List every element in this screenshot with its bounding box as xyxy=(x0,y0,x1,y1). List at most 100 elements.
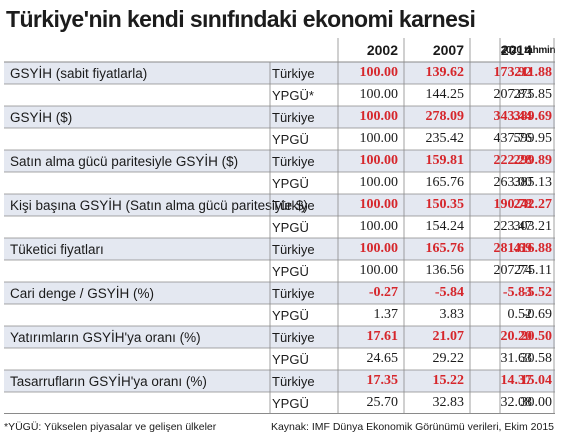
value-cell: 173.92 xyxy=(493,65,533,80)
table-row-ypgu: YPGÜ 1.37 3.83 0.52 -0.69 xyxy=(4,304,555,326)
table-row-ypgu: YPGÜ 100.00 154.24 223.47 303.21 xyxy=(4,216,555,238)
value-cell: 100.00 xyxy=(359,153,399,168)
value-cell: 303.21 xyxy=(513,219,553,234)
value-cell: 207.83 xyxy=(493,87,533,102)
table-row-turkey: Tüketici fiyatları Türkiye 100.00 165.76 281… xyxy=(4,238,555,260)
table-row-turkey: Satın alma gücü paritesiyle GSYİH ($) Tür… xyxy=(4,150,555,172)
value-cell: 100.00 xyxy=(359,65,399,80)
indicator-label: Satın alma gücü paritesiyle GSYİH ($) xyxy=(10,153,239,169)
country-label: Türkiye xyxy=(272,65,315,81)
value-cell: 385.13 xyxy=(513,175,553,190)
indicator-label: Cari denge / GSYİH (%) xyxy=(10,285,155,301)
value-cell: 275.85 xyxy=(513,87,553,102)
country-label: YPGÜ xyxy=(272,131,309,147)
value-cell: 136.56 xyxy=(425,263,465,278)
value-cell: 100.00 xyxy=(359,131,399,146)
value-cell: 30.00 xyxy=(520,395,553,410)
value-cell: 1.37 xyxy=(373,307,399,322)
table-row-turkey: Cari denge / GSYİH (%) Türkiye -0.27 -5.84 -… xyxy=(4,282,555,304)
country-label: YPGÜ xyxy=(272,263,309,279)
table-row-turkey: Tasarrufların GSYİH'ya oranı (%) Türkiye 1… xyxy=(4,370,555,392)
value-cell: 100.00 xyxy=(359,87,399,102)
country-label: YPGÜ xyxy=(272,351,309,367)
value-cell: 159.81 xyxy=(425,153,465,168)
value-cell: -0.69 xyxy=(522,307,552,322)
value-cell: -5.84 xyxy=(434,285,464,300)
value-cell: 165.76 xyxy=(425,175,465,190)
value-cell: 389.69 xyxy=(513,109,553,124)
country-label: YPGÜ xyxy=(272,175,309,191)
value-cell: -5.83 xyxy=(502,285,532,300)
source-note: Kaynak: IMF Dünya Ekonomik Görünümü veri… xyxy=(270,421,554,433)
country-label: YPGÜ xyxy=(272,219,309,235)
value-cell: 235.42 xyxy=(425,131,465,146)
table-row-turkey: GSYİH (sabit fiyatlarla) Türkiye 100.00 139… xyxy=(4,62,555,84)
country-label: YPGÜ* xyxy=(272,87,314,103)
value-cell: 29.22 xyxy=(432,351,465,366)
value-cell: 24.65 xyxy=(366,351,399,366)
value-cell: 100.00 xyxy=(359,219,399,234)
value-cell: 100.00 xyxy=(359,175,399,190)
page-title: Türkiye'nin kendi sınıfındaki ekonomi ka… xyxy=(6,6,476,32)
indicator-label: Tüketici fiyatları xyxy=(10,241,104,257)
value-cell: 223.47 xyxy=(493,219,533,234)
country-label: YPGÜ xyxy=(272,307,309,323)
value-cell: 299.89 xyxy=(513,153,553,168)
value-cell: 263.00 xyxy=(493,175,533,190)
indicator-label: GSYİH (sabit fiyatlarla) xyxy=(10,65,148,81)
value-cell: 150.35 xyxy=(425,197,465,212)
value-cell: 278.09 xyxy=(425,109,465,124)
table-row-ypgu: YPGÜ 100.00 136.56 207.74 275.11 xyxy=(4,260,555,282)
column-header-2002: 2002 xyxy=(366,42,398,58)
value-cell: 416.88 xyxy=(513,241,553,256)
column-header-2020: 2020 tahmin xyxy=(500,44,556,56)
indicator-label: Tasarrufların GSYİH'ya oranı (%) xyxy=(10,373,207,389)
value-cell: -5.52 xyxy=(522,285,552,300)
value-cell: 100.00 xyxy=(359,109,399,124)
value-cell: 20.50 xyxy=(520,329,553,344)
value-cell: 211.88 xyxy=(514,65,552,80)
indicator-label: Kişi başına GSYİH (Satın alma gücü parit… xyxy=(10,197,308,213)
table-row-ypgu: YPGÜ 100.00 165.76 263.00 385.13 xyxy=(4,172,555,194)
value-cell: 100.00 xyxy=(359,197,399,212)
column-header-2007: 2007 xyxy=(432,42,464,58)
value-cell: 32.83 xyxy=(432,395,465,410)
value-cell: 139.62 xyxy=(425,65,465,80)
value-cell: 15.04 xyxy=(520,373,553,388)
value-cell: 275.11 xyxy=(514,263,552,278)
value-cell: 154.24 xyxy=(425,219,465,234)
indicator-label: GSYİH ($) xyxy=(10,109,73,125)
value-cell: 165.76 xyxy=(425,241,465,256)
table-row-ypgu: YPGÜ 100.00 235.42 437.76 599.95 xyxy=(4,128,555,150)
value-cell: 14.37 xyxy=(500,373,533,388)
value-cell: -0.27 xyxy=(368,285,398,300)
country-label: Türkiye xyxy=(272,109,315,125)
value-cell: 281.69 xyxy=(493,241,533,256)
value-cell: 17.61 xyxy=(366,329,399,344)
country-label: YPGÜ xyxy=(272,395,309,411)
value-cell: 3.83 xyxy=(439,307,465,322)
value-cell: 0.52 xyxy=(507,307,533,322)
table-row-ypgu: YPGÜ 25.70 32.83 32.08 30.00 xyxy=(4,392,555,414)
value-cell: 30.58 xyxy=(520,351,553,366)
country-label: Türkiye xyxy=(272,153,315,169)
value-cell: 343.44 xyxy=(493,109,533,124)
table-row-turkey: Yatırımların GSYİH'ya oranı (%) Türkiye 17… xyxy=(4,326,555,348)
table-header-row: 2002 2007 2014 2020 tahmin xyxy=(4,38,556,62)
country-label: Türkiye xyxy=(272,241,315,257)
country-label: Türkiye xyxy=(272,197,315,213)
value-cell: 437.76 xyxy=(493,131,533,146)
value-cell: 17.35 xyxy=(366,373,399,388)
value-cell: 15.22 xyxy=(432,373,465,388)
value-cell: 32.08 xyxy=(500,395,533,410)
value-cell: 25.70 xyxy=(366,395,399,410)
country-label: Türkiye xyxy=(272,329,315,345)
value-cell: 599.95 xyxy=(513,131,553,146)
footnote: *YÜGÜ: Yükselen piyasalar ve gelişen ülk… xyxy=(4,421,217,433)
value-cell: 21.07 xyxy=(432,329,465,344)
table-row-ypgu: YPGÜ* 100.00 144.25 207.83 275.85 xyxy=(4,84,555,106)
column-header-2014: 2014 xyxy=(500,42,532,58)
country-label: Türkiye xyxy=(272,285,315,301)
table-row-turkey: GSYİH ($) Türkiye 100.00 278.09 343.44 389.69 xyxy=(4,106,555,128)
